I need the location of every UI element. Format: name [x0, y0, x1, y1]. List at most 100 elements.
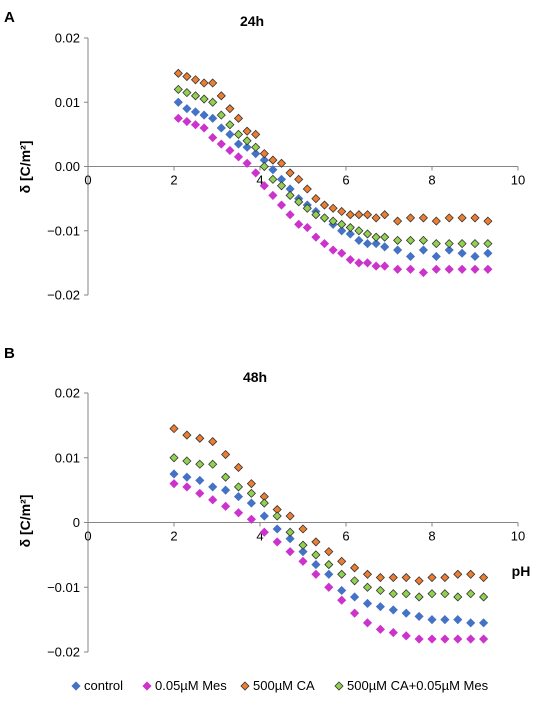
panel-b-point-500-m-ca	[401, 572, 411, 583]
panel-a-point-500-m-ca	[319, 200, 330, 210]
panel-b-point-control	[208, 482, 218, 492]
panel-a-point-control	[483, 248, 493, 258]
panel-a-point-500-m-ca-0-05-m-mes	[470, 239, 480, 249]
panel-a-x-tick-label: 6	[342, 173, 349, 188]
panel-a-point-500-m-ca	[276, 158, 287, 168]
panel-a-point-control	[199, 110, 209, 120]
panel-b-point-500-m-ca	[298, 524, 308, 534]
panel-a-point-control	[268, 165, 278, 175]
panel-a-x-tick-label: 10	[511, 173, 525, 188]
panel-a-point-500-m-ca	[216, 91, 226, 101]
panel-a-point-500-m-ca-0-05-m-mes	[444, 239, 454, 249]
panel-a-point-0-05-m-mes	[190, 120, 201, 130]
panel-b-point-control	[350, 592, 360, 602]
panel-b-point-control	[401, 608, 411, 618]
panel-a-axes: 0.02 0.01 0.00 −0.01 −0.02 0 2 4 6 8 10	[47, 31, 525, 303]
panel-a-point-500-m-ca-0-05-m-mes	[233, 129, 244, 139]
panel-b-point-500-m-ca-0-05-m-mes	[246, 488, 256, 498]
panel-a-point-500-m-ca	[199, 78, 209, 88]
panel-a-point-500-m-ca	[285, 168, 295, 178]
panel-a-y-tick-label: 0.02	[55, 31, 80, 46]
panel-b-x-tick-label: 2	[170, 529, 177, 544]
panel-b-point-500-m-ca-0-05-m-mes	[233, 482, 244, 492]
panel-b-point-0-05-m-mes	[453, 634, 463, 644]
panel-a-point-500-m-ca	[268, 155, 278, 165]
legend-marker-icon	[334, 681, 344, 691]
panel-b-point-control	[414, 611, 424, 621]
panel-a-point-500-m-ca-0-05-m-mes	[242, 136, 252, 146]
panel-a-point-500-m-ca-0-05-m-mes	[225, 120, 235, 130]
panel-a-point-500-m-ca-0-05-m-mes	[216, 110, 226, 120]
panel-a-point-0-05-m-mes	[311, 232, 321, 242]
panel-a-point-500-m-ca	[354, 210, 364, 220]
panel-b-point-500-m-ca-0-05-m-mes	[324, 560, 334, 570]
panel-b-point-control	[440, 615, 450, 625]
panel-a-point-500-m-ca	[345, 210, 355, 220]
panel-a-point-500-m-ca-0-05-m-mes	[285, 190, 295, 200]
panel-a-point-500-m-ca-0-05-m-mes	[199, 94, 209, 104]
panel-a-x-tick-label: 4	[256, 173, 263, 188]
panel-b-point-500-m-ca	[362, 569, 373, 579]
panel-a-point-0-05-m-mes	[268, 190, 278, 200]
panel-a-point-500-m-ca-0-05-m-mes	[294, 197, 304, 207]
panel-b-point-0-05-m-mes	[221, 501, 231, 511]
panel-b-point-500-m-ca	[324, 547, 334, 557]
panel-a-point-500-m-ca-0-05-m-mes	[259, 161, 269, 172]
panel-b-x-tick-label: 6	[342, 529, 349, 544]
panel-a-point-0-05-m-mes	[418, 267, 428, 278]
panel-b-point-500-m-ca	[182, 430, 192, 440]
panel-a-point-500-m-ca-0-05-m-mes	[173, 84, 183, 94]
panel-b-point-500-m-ca	[285, 511, 295, 521]
panel-a-point-500-m-ca-0-05-m-mes	[354, 226, 364, 236]
panel-a-y-tick-label: −0.02	[47, 288, 80, 303]
panel-a-point-500-m-ca	[208, 78, 218, 88]
panel-b-point-0-05-m-mes	[182, 482, 192, 492]
panel-b-point-control	[272, 524, 282, 534]
panel-a-point-0-05-m-mes	[233, 152, 244, 162]
panel-a-point-500-m-ca	[190, 75, 201, 85]
panel-b-x-tick-label: 0	[84, 529, 91, 544]
panel-b-point-500-m-ca-0-05-m-mes	[466, 589, 476, 599]
panel-a-point-control	[190, 107, 201, 117]
panel-b-y-tick-label: −0.02	[47, 645, 80, 660]
panel-b-point-500-m-ca-0-05-m-mes	[285, 527, 295, 537]
panel-a-point-500-m-ca	[418, 213, 428, 223]
panel-a-point-500-m-ca-0-05-m-mes	[337, 219, 347, 229]
panel-a-point-500-m-ca	[311, 194, 321, 204]
panel-b-point-500-m-ca-0-05-m-mes	[388, 589, 398, 599]
panel-a-point-0-05-m-mes	[208, 133, 218, 143]
panel-a-point-0-05-m-mes	[337, 248, 347, 258]
panel-a-point-500-m-ca	[173, 68, 183, 78]
panel-b-point-0-05-m-mes	[350, 608, 360, 618]
panel-b-point-control	[195, 475, 205, 485]
panel-a-y-tick-label: −0.01	[47, 223, 80, 238]
panel-a-point-control	[405, 251, 416, 262]
panel-a-point-0-05-m-mes	[328, 245, 338, 255]
panel-a-point-0-05-m-mes	[276, 200, 287, 210]
panel-a-point-0-05-m-mes	[225, 145, 235, 156]
panel-b-point-0-05-m-mes	[285, 547, 295, 557]
panel-b-point-control	[337, 585, 347, 596]
panel-a-point-500-m-ca	[362, 210, 373, 220]
panel-a-point-500-m-ca-0-05-m-mes	[190, 91, 201, 101]
panel-b-series-control	[169, 469, 489, 628]
panel-b-point-500-m-ca	[233, 462, 244, 473]
panel-a-point-0-05-m-mes	[216, 139, 226, 149]
panel-a-point-0-05-m-mes	[444, 264, 454, 274]
panel-a-point-500-m-ca-0-05-m-mes	[405, 235, 416, 245]
panel-a-point-500-m-ca-0-05-m-mes	[371, 232, 381, 242]
panel-b-point-500-m-ca	[195, 433, 205, 443]
panel-b-point-control	[453, 615, 463, 625]
panel-a-point-control	[380, 242, 390, 252]
panel-b-point-500-m-ca	[427, 572, 437, 583]
panel-b-point-control	[375, 602, 385, 612]
panel-b-point-500-m-ca-0-05-m-mes	[272, 511, 282, 521]
panel-a-point-500-m-ca	[225, 104, 235, 114]
panel-b-point-500-m-ca	[311, 537, 321, 547]
legend-marker-icon	[142, 681, 152, 691]
panel-a-x-tick-label: 8	[428, 173, 435, 188]
legend: control 0.05µM Mes 500µM CA 500µM CA+0.05µM…	[71, 678, 489, 693]
panel-a-point-control	[431, 251, 441, 262]
panel-b-point-control	[169, 469, 179, 479]
